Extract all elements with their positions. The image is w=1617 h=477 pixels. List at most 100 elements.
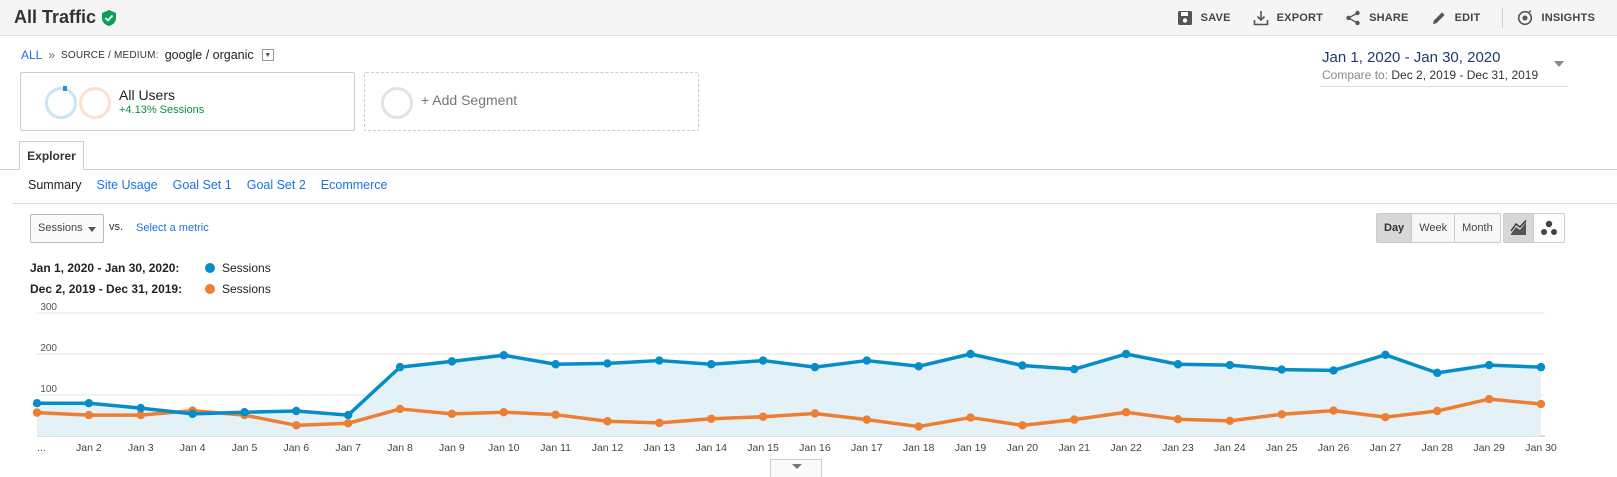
insights-label: INSIGHTS (1541, 12, 1595, 24)
x-tick-label: Jan 5 (232, 442, 258, 454)
x-tick-label: Jan 27 (1370, 442, 1402, 454)
data-point (1018, 421, 1027, 430)
data-point (1277, 410, 1286, 419)
data-point (136, 403, 145, 413)
x-tick-label: Jan 14 (695, 442, 727, 454)
save-label: SAVE (1200, 12, 1231, 24)
add-segment-button[interactable]: + Add Segment (364, 72, 699, 131)
select-metric-link[interactable]: Select a metric (136, 222, 209, 234)
legend-dot (205, 263, 215, 273)
data-point (1329, 406, 1338, 415)
data-point (1536, 362, 1546, 372)
data-point (1277, 365, 1286, 374)
metric-select-value: Sessions (38, 222, 83, 234)
chart-collapse-handle[interactable] (770, 459, 822, 477)
data-point (1173, 414, 1183, 424)
data-point (240, 408, 249, 417)
line-chart-icon (1509, 220, 1527, 235)
subnav-ecommerce[interactable]: Ecommerce (320, 178, 388, 192)
segment-ring-marker (63, 86, 67, 91)
data-point (84, 410, 94, 420)
export-button[interactable]: EXPORT (1253, 10, 1323, 26)
line-chart-button[interactable] (1504, 214, 1534, 242)
subnav-goal-set-1[interactable]: Goal Set 1 (172, 178, 232, 192)
chart-type-toggle (1503, 213, 1565, 243)
save-button[interactable]: SAVE (1177, 10, 1231, 26)
share-button[interactable]: SHARE (1345, 10, 1409, 26)
data-point (655, 356, 664, 365)
tab-explorer[interactable]: Explorer (19, 141, 84, 170)
x-tick-label: Jan 21 (1058, 442, 1090, 454)
data-point (810, 362, 820, 372)
x-tick-label: Jan 9 (439, 442, 465, 454)
data-point (655, 418, 664, 428)
breadcrumb-dropdown-button[interactable]: ▼ (261, 49, 274, 61)
segment-name: All Users (119, 87, 176, 103)
legend-series: Sessions (222, 261, 271, 275)
x-tick-label: Jan 30 (1525, 442, 1557, 454)
data-point (810, 409, 820, 418)
date-range-picker[interactable]: Jan 1, 2020 - Jan 30, 2020 Compare to: D… (1320, 47, 1568, 87)
period-month-button[interactable]: Month (1462, 222, 1493, 234)
data-point (603, 359, 612, 368)
series-area (37, 354, 1541, 436)
edit-button[interactable]: EDIT (1431, 10, 1481, 26)
x-tick-label: Jan 22 (1110, 442, 1142, 454)
data-point (914, 362, 923, 371)
insights-button[interactable]: INSIGHTS (1517, 10, 1595, 26)
export-label: EXPORT (1276, 12, 1324, 24)
data-point (1225, 416, 1235, 426)
data-point (551, 410, 560, 419)
legend-range: Jan 1, 2020 - Jan 30, 2020: (30, 261, 180, 275)
tab-bar-line (0, 169, 1617, 170)
data-point (1173, 360, 1183, 369)
data-point (1381, 412, 1390, 422)
actions-divider (1502, 8, 1504, 28)
data-point (292, 406, 301, 416)
breadcrumb-dimension: SOURCE / MEDIUM: (61, 49, 159, 61)
export-icon (1253, 11, 1268, 26)
motion-chart-button[interactable] (1534, 214, 1564, 242)
subnav-summary[interactable]: Summary (28, 178, 82, 192)
period-toggle: Day Week Month (1376, 213, 1501, 243)
x-tick-label: Jan 11 (540, 442, 571, 454)
data-point (188, 409, 197, 419)
segment-all-users[interactable]: All Users +4.13% Sessions (20, 72, 355, 131)
share-label: SHARE (1369, 12, 1409, 24)
data-point (1070, 364, 1079, 374)
x-tick-label: Jan 2 (76, 442, 102, 454)
x-tick-label: Jan 25 (1266, 442, 1298, 454)
x-tick-label: ... (37, 442, 46, 454)
period-week-button[interactable]: Week (1412, 214, 1456, 242)
insights-icon (1518, 10, 1533, 26)
data-point (395, 404, 405, 414)
page-title-text: All Traffic (14, 7, 97, 27)
subnav-goal-set-2[interactable]: Goal Set 2 (246, 178, 306, 192)
chevron-down-icon: ▼ (264, 51, 272, 59)
breadcrumb-value: google / organic (164, 48, 254, 62)
data-point (1536, 399, 1546, 409)
data-point (551, 360, 560, 369)
data-point (395, 362, 405, 372)
report-actions: SAVE EXPORT SHARE EDIT INSIGHTS (1177, 0, 1617, 36)
data-point (447, 409, 457, 419)
compare-range: Dec 2, 2019 - Dec 31, 2019 (1391, 68, 1539, 82)
breadcrumb-all-link[interactable]: ALL (21, 48, 43, 62)
x-tick-label: Jan 15 (747, 442, 779, 454)
breadcrumb: ALL » SOURCE / MEDIUM: google / organic … (21, 48, 274, 62)
data-point (32, 408, 42, 417)
verified-shield-icon (102, 9, 117, 26)
period-day-button[interactable]: Day (1377, 214, 1413, 242)
subnav-site-usage[interactable]: Site Usage (96, 178, 158, 192)
data-point (1070, 415, 1079, 424)
data-point (1225, 360, 1235, 370)
edit-label: EDIT (1454, 12, 1481, 24)
x-tick-label: Jan 19 (955, 442, 987, 454)
data-point (966, 413, 975, 422)
data-point (1433, 368, 1442, 378)
add-segment-ring-icon (381, 87, 413, 119)
data-point (1381, 350, 1390, 360)
metric-select[interactable]: Sessions (30, 214, 104, 243)
bubble-chart-icon (1541, 220, 1557, 235)
x-tick-label: Jan 20 (1007, 442, 1039, 454)
